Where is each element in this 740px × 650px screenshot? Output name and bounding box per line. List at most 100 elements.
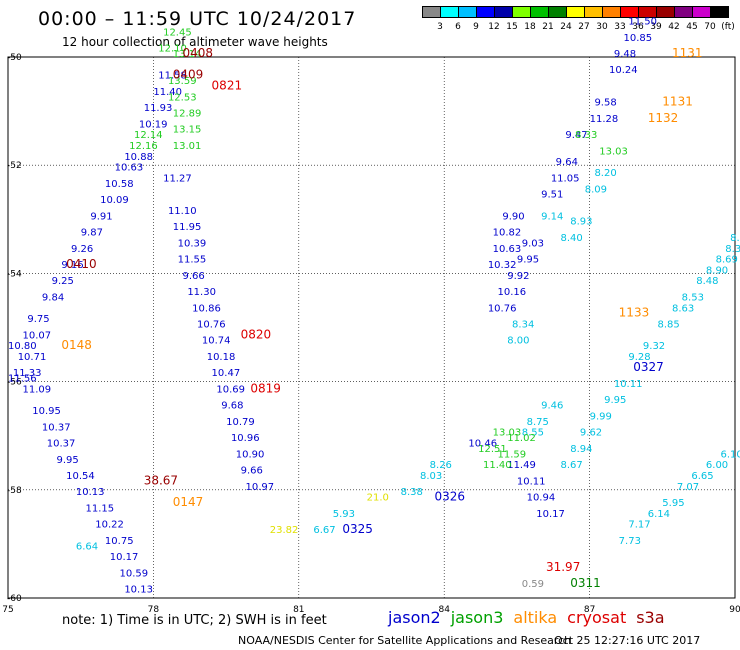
swh-value: 6.10 [720, 449, 740, 460]
swh-value: 9.90 [502, 211, 524, 222]
y-tick-label: -54 [7, 269, 22, 279]
swh-value: 10.74 [202, 336, 231, 347]
swh-value: 11.10 [168, 206, 197, 217]
swh-value: 9.25 [52, 276, 74, 287]
swh-value: 10.11 [614, 379, 643, 390]
swh-value: 13.59 [168, 76, 197, 87]
swh-value: 11.49 [507, 460, 536, 471]
swh-value: 10.63 [493, 244, 522, 255]
pass-time-label: 0327 [633, 360, 664, 374]
swh-value: 10.88 [124, 152, 153, 163]
swh-value: 7.73 [619, 536, 641, 547]
swh-values: 11.5811.4011.9310.1910.8810.6310.5810.09… [8, 17, 740, 596]
swh-value: 12.53 [168, 92, 197, 103]
scale-label: 36 [632, 22, 644, 32]
x-tick-label: 90 [729, 605, 740, 615]
swh-value: 10.63 [115, 163, 144, 174]
swh-value: 9.92 [507, 271, 529, 282]
swh-value: 12.14 [134, 130, 163, 141]
legend-item-cryosat: cryosat [567, 608, 627, 627]
swh-value: 12.89 [173, 109, 202, 120]
y-tick-label: -50 [7, 53, 22, 63]
swh-value: 10.19 [139, 119, 168, 130]
swh-value: 10.39 [178, 238, 207, 249]
map-grid: 75 78 81 84 87 90 -50 -52 -54 -56 -58 -60 [2, 53, 740, 615]
legend-item-jason2: jason2 [388, 608, 441, 627]
legend-item-s3a: s3a [636, 608, 665, 627]
swh-value: 10.79 [226, 417, 255, 428]
swh-value: 9.75 [27, 314, 49, 325]
swh-value: 9.46 [541, 401, 563, 412]
pass-time-label: 1132 [648, 111, 679, 125]
swh-value: 9.51 [541, 190, 563, 201]
swh-value: 8.75 [527, 417, 549, 428]
x-tick-label: 78 [148, 605, 160, 615]
swh-value: 10.75 [105, 536, 134, 547]
swh-value: 13.14 [173, 49, 202, 60]
swh-value: 11.15 [86, 503, 115, 514]
swh-value: 9.99 [590, 411, 612, 422]
swh-value: 5.95 [662, 498, 684, 509]
scale-label: 15 [506, 22, 518, 32]
swh-value: 9.95 [517, 255, 539, 266]
pass-time-label: 38.67 [144, 473, 178, 487]
swh-value: 10.13 [124, 585, 153, 596]
scale-swatch [710, 6, 729, 18]
swh-value: 10.54 [66, 471, 95, 482]
swh-value: 11.55 [178, 255, 207, 266]
swh-value: 10.59 [119, 568, 148, 579]
swh-value: 8.03 [420, 471, 442, 482]
y-tick-label: -52 [7, 161, 22, 171]
swh-value: 10.76 [197, 320, 226, 331]
swh-value: 8.37 [725, 244, 740, 255]
swh-value: 6.14 [648, 509, 670, 520]
swh-value: 9.58 [594, 98, 616, 109]
swh-value: 8.09 [585, 184, 607, 195]
scale-label: (ft) [721, 22, 735, 32]
swh-value: 11.56 [8, 374, 37, 385]
swh-value: 13.03 [493, 428, 522, 439]
scale-label: 27 [578, 22, 590, 32]
swh-value: 9.95 [604, 395, 626, 406]
pass-time-label: 0821 [212, 78, 243, 92]
footer-note: note: 1) Time is in UTC; 2) SWH is in fe… [62, 613, 327, 628]
pass-time-label: 0819 [250, 381, 281, 395]
scale-label: 9 [473, 22, 479, 32]
swh-value: 11.93 [144, 103, 173, 114]
map-frame [7, 56, 736, 599]
swh-value: 6.64 [76, 541, 98, 552]
swh-value: 9.47 [565, 130, 587, 141]
swh-value: 10.13 [76, 487, 105, 498]
swh-value: 10.37 [47, 439, 76, 450]
swh-value: 23.82 [270, 525, 299, 536]
swh-value: 11.58 [158, 71, 187, 82]
swh-value: 8.67 [561, 460, 583, 471]
swh-value: 10.22 [95, 520, 124, 531]
swh-value: 8.53 [682, 292, 704, 303]
swh-value: 10.24 [609, 65, 638, 76]
swh-value: 11.05 [551, 173, 580, 184]
pass-time-label: 1133 [619, 306, 650, 320]
swh-value: 10.47 [212, 368, 241, 379]
swh-value: 8.40 [561, 233, 583, 244]
x-tick-label: 81 [293, 605, 304, 615]
swh-value: 9.16 [61, 260, 83, 271]
x-tick-label: 87 [584, 605, 595, 615]
swh-value: 6.67 [313, 525, 335, 536]
swh-value: 10.94 [527, 493, 556, 504]
swh-value: 9.91 [90, 211, 112, 222]
swh-value: 12.45 [163, 27, 192, 38]
swh-value: 9.26 [71, 244, 93, 255]
scale-label: 6 [455, 22, 461, 32]
swh-value: 11.40 [153, 87, 182, 98]
pass-time-label: 0408 [182, 46, 213, 60]
swh-value: 13.01 [173, 141, 202, 152]
swh-value: 11.40 [483, 460, 512, 471]
swh-value: 10.97 [245, 482, 274, 493]
swh-value: 9.66 [182, 271, 204, 282]
swh-value: 8.26 [430, 460, 452, 471]
swh-value: 8.85 [657, 320, 679, 331]
swh-value: 5.93 [333, 509, 355, 520]
swh-value: 10.17 [110, 552, 139, 563]
